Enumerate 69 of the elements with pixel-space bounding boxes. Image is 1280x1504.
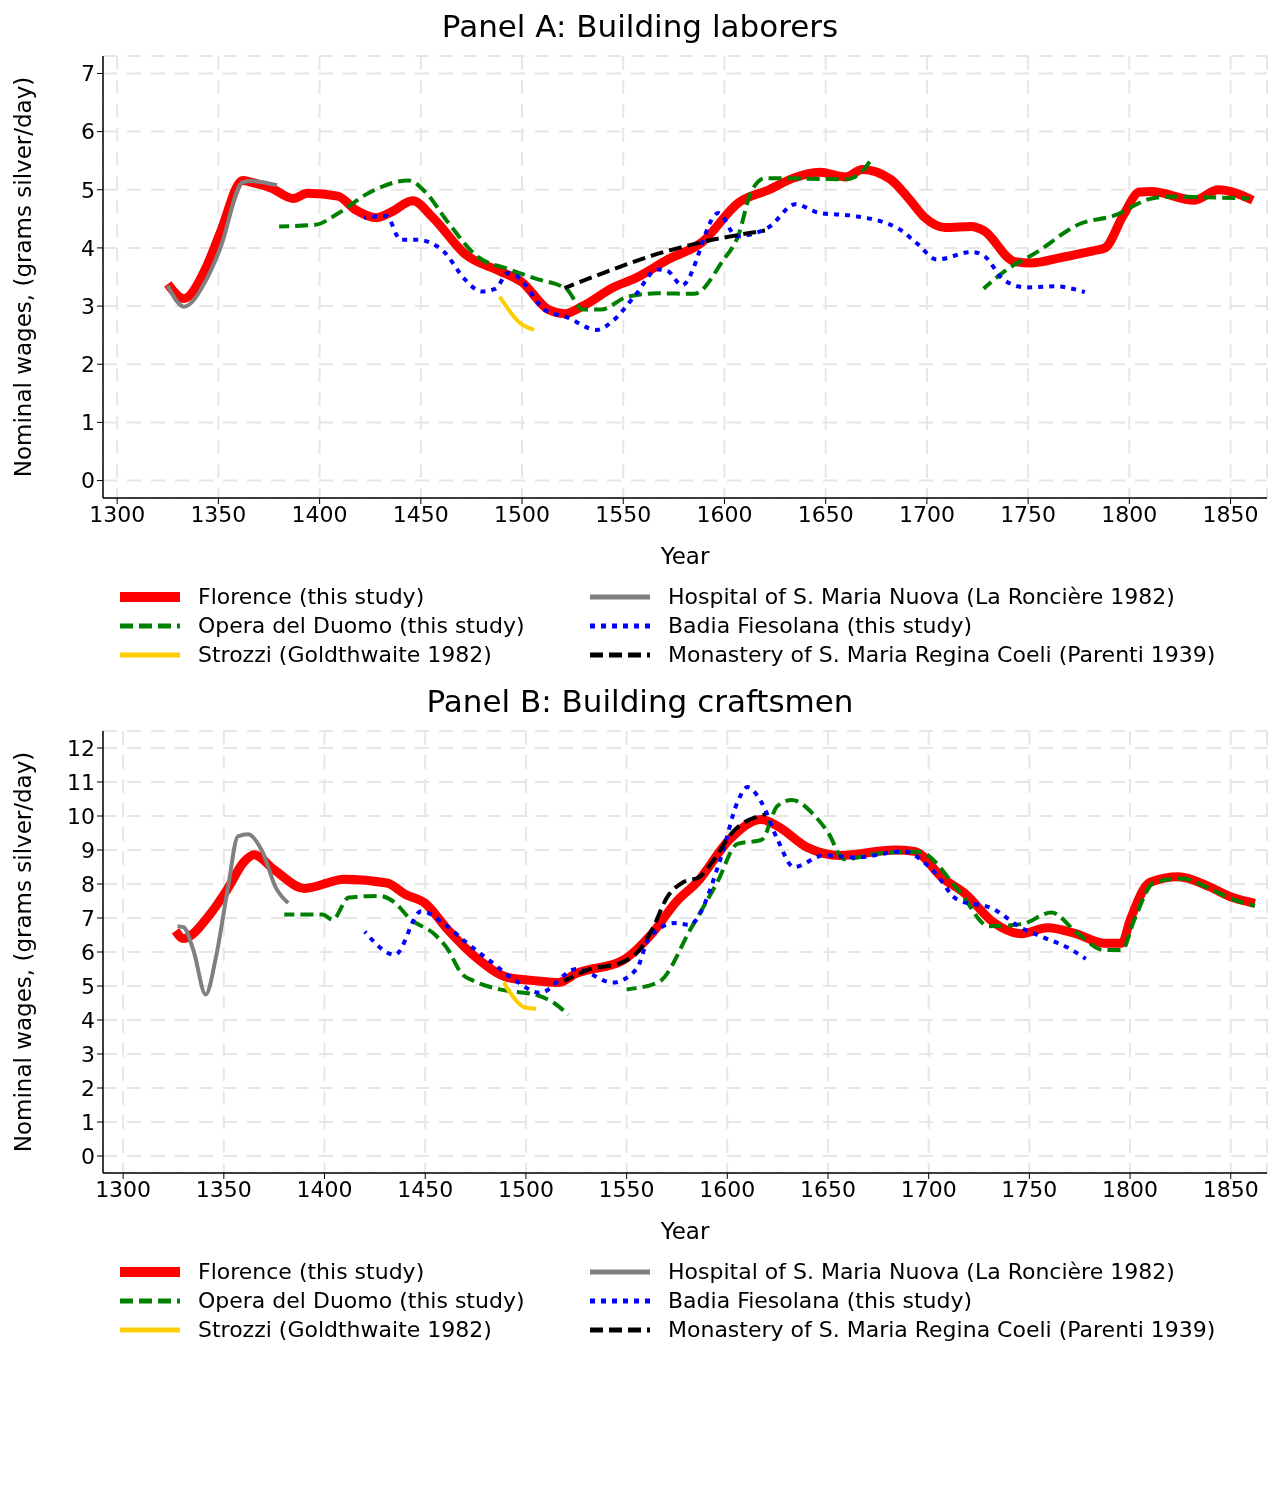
legend-label: Florence (this study) bbox=[198, 584, 425, 609]
x-tick-label: 1600 bbox=[699, 1176, 756, 1202]
legend-label: Opera del Duomo (this study) bbox=[198, 613, 525, 638]
y-tick-label: 5 bbox=[81, 177, 95, 203]
y-tick-label: 7 bbox=[81, 61, 95, 87]
y-tick-label: 3 bbox=[81, 293, 95, 319]
legend-label: Monastery of S. Maria Regina Coeli (Parenti 1939) bbox=[668, 642, 1216, 667]
legend-label: Badia Fiesolana (this study) bbox=[668, 1288, 973, 1313]
legend-label: Monastery of S. Maria Regina Coeli (Parenti 1939) bbox=[668, 1317, 1216, 1342]
legend-label: Strozzi (Goldthwaite 1982) bbox=[198, 1317, 492, 1342]
y-tick-label: 0 bbox=[81, 468, 95, 494]
chart-title: Panel B: Building craftsmen bbox=[425, 683, 855, 721]
y-axis-title: Nominal wages, (grams silver/day) bbox=[10, 76, 37, 478]
legend-label: Strozzi (Goldthwaite 1982) bbox=[198, 642, 492, 667]
y-tick-label: 4 bbox=[81, 1007, 95, 1033]
x-tick-label: 1700 bbox=[900, 1176, 957, 1202]
y-tick-label: 12 bbox=[67, 735, 95, 761]
x-tick-label: 1800 bbox=[1102, 1176, 1159, 1202]
legend-label: Florence (this study) bbox=[198, 1259, 425, 1284]
y-tick-label: 6 bbox=[81, 119, 95, 145]
x-tick-label: 1450 bbox=[392, 501, 449, 527]
line-series bbox=[175, 832, 291, 997]
y-axis-title: Nominal wages, (grams silver/day) bbox=[10, 751, 37, 1153]
line-series bbox=[362, 785, 1088, 995]
x-tick-label: 1800 bbox=[1101, 501, 1158, 527]
line-series bbox=[562, 228, 767, 291]
x-tick-label: 1700 bbox=[898, 501, 955, 527]
x-tick-label: 1450 bbox=[397, 1176, 454, 1202]
x-tick-label: 1850 bbox=[1202, 1176, 1259, 1202]
x-tick-label: 1550 bbox=[598, 1176, 655, 1202]
y-tick-label: 10 bbox=[67, 803, 95, 829]
line-series bbox=[165, 179, 280, 309]
y-tick-label: 8 bbox=[81, 871, 95, 897]
x-tick-label: 1400 bbox=[296, 1176, 353, 1202]
y-tick-label: 1 bbox=[81, 410, 95, 436]
x-tick-label: 1500 bbox=[497, 1176, 554, 1202]
y-tick-label: 9 bbox=[81, 837, 95, 863]
x-tick-label: 1350 bbox=[195, 1176, 252, 1202]
x-tick-label: 1650 bbox=[797, 501, 854, 527]
x-tick-label: 1750 bbox=[1000, 501, 1057, 527]
y-tick-label: 0 bbox=[81, 1143, 95, 1169]
x-tick-label: 1750 bbox=[1001, 1176, 1058, 1202]
x-tick-label: 1650 bbox=[799, 1176, 856, 1202]
x-tick-label: 1400 bbox=[291, 501, 348, 527]
x-tick-label: 1850 bbox=[1202, 501, 1259, 527]
y-tick-label: 2 bbox=[81, 352, 95, 378]
y-tick-label: 6 bbox=[81, 939, 95, 965]
chart-title: Panel A: Building laborers bbox=[440, 8, 840, 46]
x-tick-label: 1300 bbox=[95, 1176, 152, 1202]
line-series bbox=[362, 202, 1087, 332]
line-series bbox=[562, 812, 768, 983]
x-tick-label: 1300 bbox=[89, 501, 146, 527]
x-axis-title: Year bbox=[659, 543, 710, 569]
y-tick-label: 2 bbox=[81, 1075, 95, 1101]
x-tick-label: 1500 bbox=[494, 501, 551, 527]
y-tick-label: 3 bbox=[81, 1041, 95, 1067]
y-tick-label: 5 bbox=[81, 973, 95, 999]
x-axis-title: Year bbox=[659, 1218, 710, 1244]
legend-label: Badia Fiesolana (this study) bbox=[668, 613, 973, 638]
y-tick-label: 11 bbox=[67, 769, 95, 795]
legend-label: Hospital of S. Maria Nuova (La Roncière 1982) bbox=[668, 1259, 1175, 1284]
x-tick-label: 1550 bbox=[595, 501, 652, 527]
legend-label: Opera del Duomo (this study) bbox=[198, 1288, 525, 1313]
y-tick-label: 7 bbox=[81, 905, 95, 931]
x-tick-label: 1600 bbox=[696, 501, 753, 527]
x-tick-label: 1350 bbox=[190, 501, 247, 527]
y-tick-label: 1 bbox=[81, 1109, 95, 1135]
y-tick-label: 4 bbox=[81, 235, 95, 261]
legend-label: Hospital of S. Maria Nuova (La Roncière 1982) bbox=[668, 584, 1175, 609]
